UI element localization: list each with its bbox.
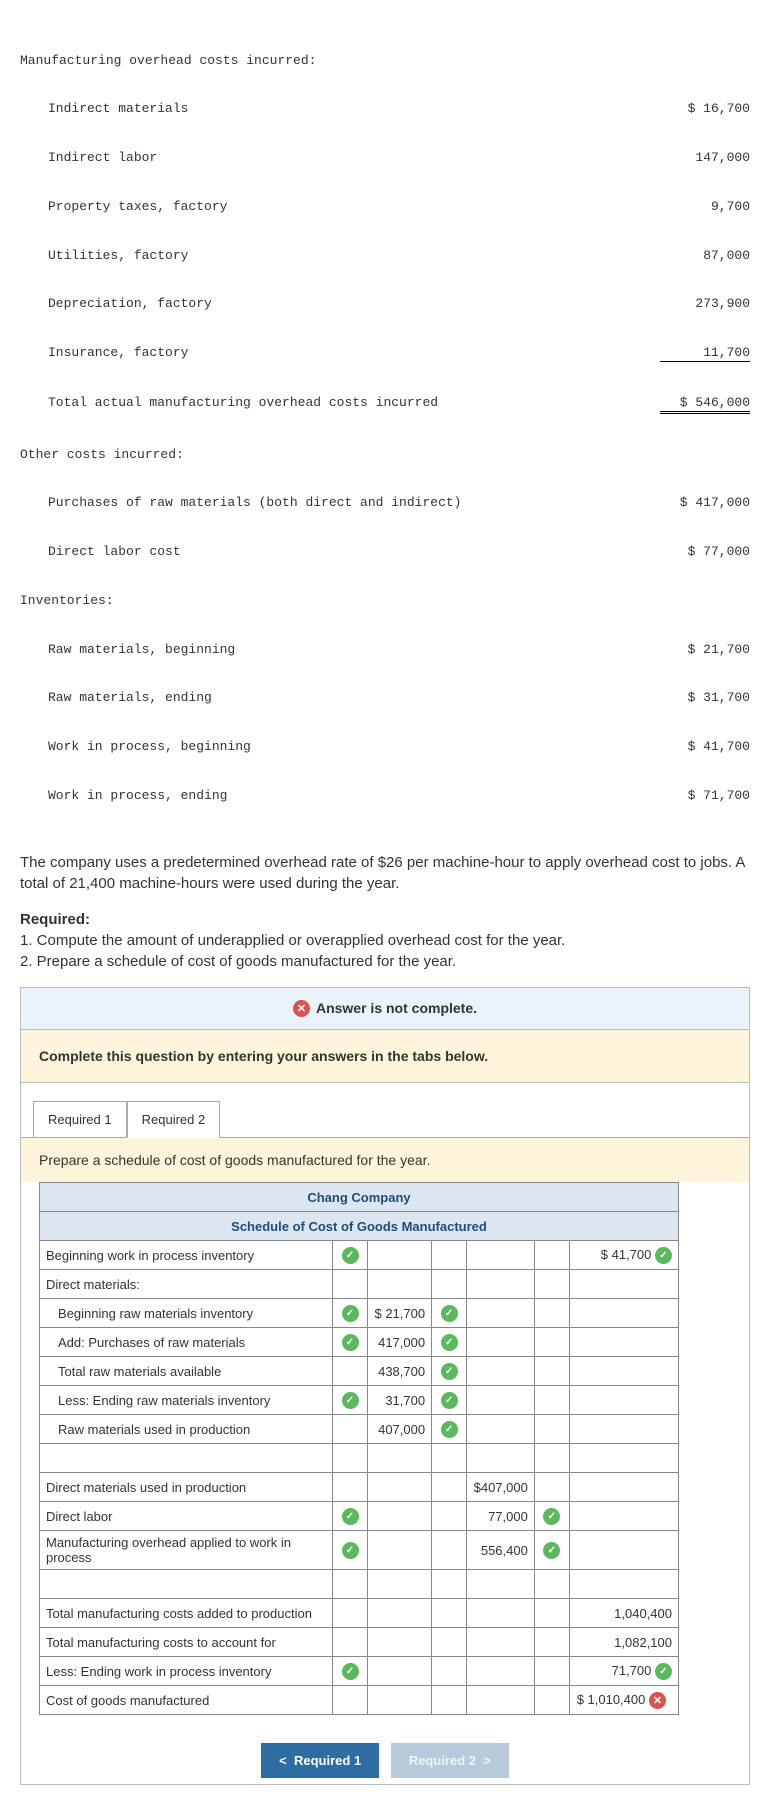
check-icon: ✓ <box>543 1508 560 1525</box>
row-addp[interactable]: Add: Purchases of raw materials <box>40 1328 333 1357</box>
row-tram[interactable]: Total raw materials available <box>40 1357 333 1386</box>
check-icon: ✓ <box>655 1663 672 1680</box>
check-icon: ✓ <box>342 1663 359 1680</box>
check-icon: ✓ <box>441 1334 458 1351</box>
row-lewip[interactable]: Less: Ending work in process inventory <box>40 1657 333 1686</box>
check-icon: ✓ <box>342 1334 359 1351</box>
row-brm[interactable]: Beginning raw materials inventory <box>40 1299 333 1328</box>
row-dl[interactable]: Direct labor <box>40 1502 333 1531</box>
nav-back-button[interactable]: < Required 1 <box>261 1743 379 1778</box>
check-icon: ✓ <box>342 1305 359 1322</box>
row-tmaf[interactable]: Total manufacturing costs to account for <box>40 1628 333 1657</box>
check-icon: ✓ <box>342 1392 359 1409</box>
row-lerm[interactable]: Less: Ending raw materials inventory <box>40 1386 333 1415</box>
x-icon: ✕ <box>293 1000 310 1017</box>
x-icon: ✕ <box>649 1692 666 1709</box>
nav-forward-button[interactable]: Required 2 > <box>391 1743 509 1778</box>
answer-panel: ✕Answer is not complete. Complete this q… <box>20 987 750 1786</box>
data-listing: Manufacturing overhead costs incurred: I… <box>20 20 750 837</box>
schedule-title-2: Schedule of Cost of Goods Manufactured <box>40 1212 679 1241</box>
instruction-bar: Complete this question by entering your … <box>21 1030 749 1083</box>
row-cogm[interactable]: Cost of goods manufactured <box>40 1686 333 1715</box>
check-icon: ✓ <box>441 1421 458 1438</box>
narrative-text: The company uses a predetermined overhea… <box>20 852 750 894</box>
schedule-table: Chang Company Schedule of Cost of Goods … <box>39 1182 679 1715</box>
check-icon: ✓ <box>543 1542 560 1559</box>
nav-buttons: < Required 1 Required 2 > <box>21 1729 749 1784</box>
tab-strip: Required 1 Required 2 <box>21 1083 749 1138</box>
check-icon: ✓ <box>342 1542 359 1559</box>
schedule-title-1: Chang Company <box>40 1183 679 1212</box>
row-moh[interactable]: Manufacturing overhead applied to work i… <box>40 1531 333 1570</box>
row-tmc[interactable]: Total manufacturing costs added to produ… <box>40 1599 333 1628</box>
row-rmu[interactable]: Raw materials used in production <box>40 1415 333 1444</box>
check-icon: ✓ <box>655 1247 672 1264</box>
check-icon: ✓ <box>342 1247 359 1264</box>
row-bwip[interactable]: Beginning work in process inventory <box>40 1241 333 1270</box>
row-dmu[interactable]: Direct materials used in production <box>40 1473 333 1502</box>
tab-required-1[interactable]: Required 1 <box>33 1101 127 1138</box>
row-dm-head[interactable]: Direct materials: <box>40 1270 333 1299</box>
tab-required-2[interactable]: Required 2 <box>127 1101 221 1138</box>
check-icon: ✓ <box>441 1305 458 1322</box>
check-icon: ✓ <box>441 1363 458 1380</box>
required-block: Required: 1. Compute the amount of under… <box>20 909 750 972</box>
alert-not-complete: ✕Answer is not complete. <box>21 988 749 1031</box>
oh-heading: Manufacturing overhead costs incurred: <box>20 53 316 69</box>
tab-prompt: Prepare a schedule of cost of goods manu… <box>21 1137 749 1182</box>
check-icon: ✓ <box>342 1508 359 1525</box>
check-icon: ✓ <box>441 1392 458 1409</box>
